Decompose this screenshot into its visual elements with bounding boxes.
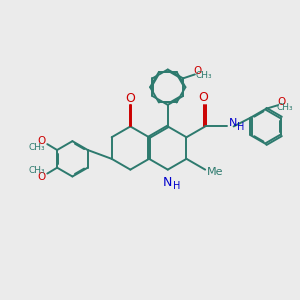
Text: CH₃: CH₃ [28,142,45,152]
Text: O: O [125,92,135,106]
Text: O: O [278,97,286,107]
Text: CH₃: CH₃ [276,103,293,112]
Text: N: N [163,176,172,189]
Text: O: O [194,67,202,76]
Text: N: N [229,118,237,128]
Text: O: O [198,92,208,104]
Text: O: O [37,136,46,146]
Text: CH₃: CH₃ [195,71,212,80]
Text: CH₃: CH₃ [28,166,45,175]
Text: Me: Me [207,167,223,177]
Text: H: H [237,122,244,132]
Text: H: H [173,181,180,191]
Text: O: O [37,172,46,182]
